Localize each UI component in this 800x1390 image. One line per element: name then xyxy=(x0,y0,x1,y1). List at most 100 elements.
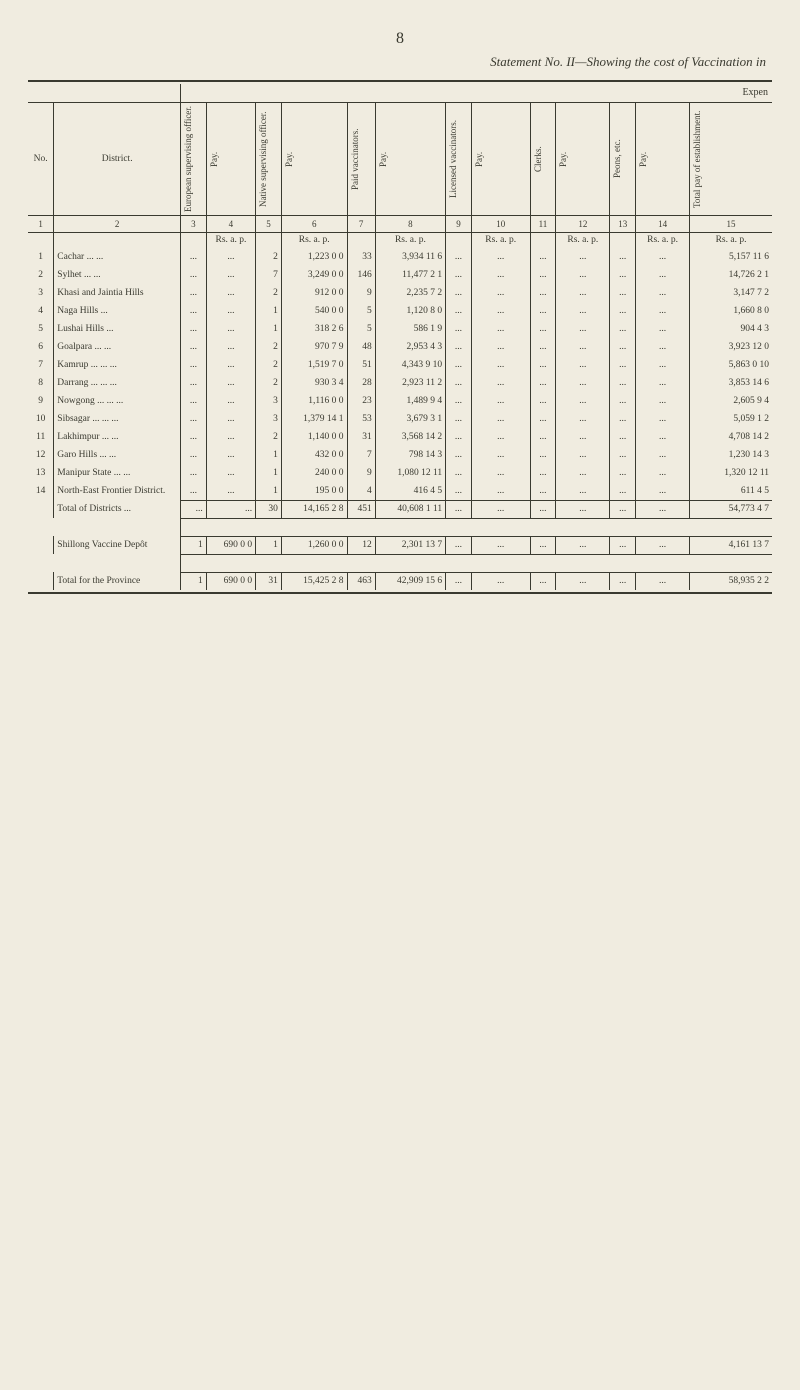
cell: ... xyxy=(636,392,690,410)
cell: 1,519 7 0 xyxy=(281,356,347,374)
cell: ... xyxy=(530,320,556,338)
cell: 1 xyxy=(256,482,282,500)
cell: 28 xyxy=(347,374,375,392)
cell: 195 0 0 xyxy=(281,482,347,500)
cell-district: Darrang ... ... ... xyxy=(54,374,181,392)
cell: ... xyxy=(636,356,690,374)
table-row: 3Khasi and Jaintia Hills......2912 0 092… xyxy=(28,284,772,302)
cell: 318 2 6 xyxy=(281,320,347,338)
cell: ... xyxy=(206,500,255,518)
cell: ... xyxy=(471,536,530,554)
cell: 12 xyxy=(347,536,375,554)
cell: ... xyxy=(446,374,472,392)
table-row: 13Manipur State ... .........1240 0 091,… xyxy=(28,464,772,482)
cell: ... xyxy=(471,320,530,338)
cell: ... xyxy=(181,446,207,464)
cell: 31 xyxy=(256,572,282,590)
table-row: 5Lushai Hills .........1318 2 65586 1 9.… xyxy=(28,320,772,338)
col-pay-3: Pay. xyxy=(378,104,388,214)
col-pay-5: Pay. xyxy=(558,104,568,214)
cell: ... xyxy=(530,266,556,284)
cell: ... xyxy=(530,464,556,482)
cell: ... xyxy=(610,302,636,320)
cell: ... xyxy=(446,446,472,464)
col-native: Native supervising officer. xyxy=(258,104,268,214)
cell: ... xyxy=(206,320,255,338)
table-row: 8Darrang ... ... .........2930 3 4282,92… xyxy=(28,374,772,392)
cell-no: 2 xyxy=(28,266,54,284)
rule-top xyxy=(28,80,772,82)
cell: 690 0 0 xyxy=(206,572,255,590)
cell: ... xyxy=(636,572,690,590)
cell: 1 xyxy=(256,446,282,464)
cell-no xyxy=(28,536,54,554)
cell: 2 xyxy=(256,248,282,266)
cell: ... xyxy=(556,482,610,500)
col-pay-1: Pay. xyxy=(209,104,219,214)
cell: ... xyxy=(206,446,255,464)
cell: 416 4 5 xyxy=(375,482,445,500)
cell: ... xyxy=(530,482,556,500)
cell: ... xyxy=(181,266,207,284)
cell-total: 5,157 11 6 xyxy=(690,248,772,266)
cell: ... xyxy=(206,428,255,446)
table-row: 6Goalpara ... .........2970 7 9482,953 4… xyxy=(28,338,772,356)
rsap: Rs. a. p. xyxy=(471,232,530,248)
cell: 33 xyxy=(347,248,375,266)
table-row: 11Lakhimpur ... .........21,140 0 0313,5… xyxy=(28,428,772,446)
cell: 14,165 2 8 xyxy=(281,500,347,518)
cell-total: 1,660 8 0 xyxy=(690,302,772,320)
cell-total: 611 4 5 xyxy=(690,482,772,500)
cell: ... xyxy=(636,320,690,338)
cell: 4,343 9 10 xyxy=(375,356,445,374)
colnum: 1 xyxy=(28,215,54,232)
cell: 3,249 0 0 xyxy=(281,266,347,284)
cell: ... xyxy=(636,284,690,302)
table-totals: Total of Districts .........3014,165 2 8… xyxy=(28,500,772,590)
cell: ... xyxy=(556,464,610,482)
expen-label: Expen xyxy=(181,84,773,102)
cell: ... xyxy=(206,482,255,500)
cell: 2,953 4 3 xyxy=(375,338,445,356)
cell-district: Total of Districts ... xyxy=(54,500,181,518)
cell: ... xyxy=(206,356,255,374)
cell: 5 xyxy=(347,320,375,338)
cell: ... xyxy=(181,248,207,266)
cell: 1 xyxy=(181,572,207,590)
col-paidvac: Paid vaccinators. xyxy=(350,104,360,214)
cell: 1 xyxy=(181,536,207,554)
cell-total: 3,147 7 2 xyxy=(690,284,772,302)
cell: 48 xyxy=(347,338,375,356)
rsap: Rs. a. p. xyxy=(690,232,772,248)
cell: ... xyxy=(446,302,472,320)
col-european: European supervising officer. xyxy=(183,104,193,214)
cell: 1,489 9 4 xyxy=(375,392,445,410)
table-row: 2Sylhet ... .........73,249 0 014611,477… xyxy=(28,266,772,284)
cell: ... xyxy=(610,572,636,590)
cell: ... xyxy=(206,266,255,284)
cell: ... xyxy=(636,446,690,464)
rsap: Rs. a. p. xyxy=(556,232,610,248)
col-district: District. xyxy=(54,102,181,215)
cell-total: 1,230 14 3 xyxy=(690,446,772,464)
cell-no: 8 xyxy=(28,374,54,392)
cell: ... xyxy=(471,500,530,518)
cell: ... xyxy=(530,572,556,590)
cell: ... xyxy=(471,428,530,446)
cell: ... xyxy=(610,392,636,410)
colnum: 3 xyxy=(181,215,207,232)
cell-no: 11 xyxy=(28,428,54,446)
table-row: 1Cachar ... .........21,223 0 0333,934 1… xyxy=(28,248,772,266)
cell: 1,260 0 0 xyxy=(281,536,347,554)
cell-no: 1 xyxy=(28,248,54,266)
cell: ... xyxy=(556,302,610,320)
cell: ... xyxy=(446,500,472,518)
cell: ... xyxy=(181,392,207,410)
cell: 432 0 0 xyxy=(281,446,347,464)
cell: 31 xyxy=(347,428,375,446)
cell-no: 7 xyxy=(28,356,54,374)
table-total-row: Total for the Province1690 0 03115,425 2… xyxy=(28,572,772,590)
table-body: 1Cachar ... .........21,223 0 0333,934 1… xyxy=(28,248,772,500)
cell-district: Lakhimpur ... ... xyxy=(54,428,181,446)
cell: 1 xyxy=(256,464,282,482)
